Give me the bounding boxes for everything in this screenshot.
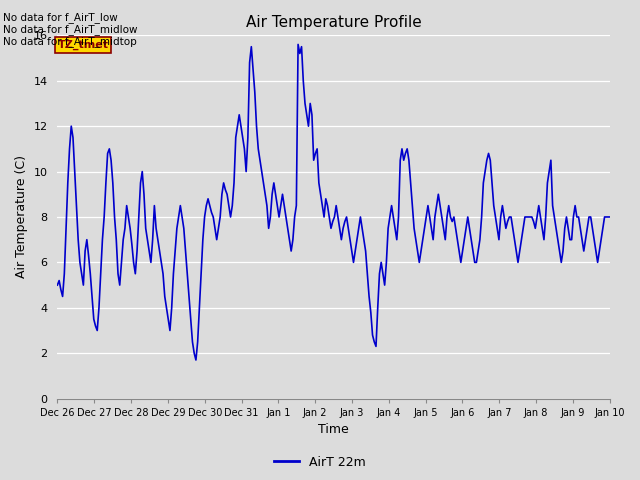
- Text: No data for f_AirT_midlow: No data for f_AirT_midlow: [3, 24, 138, 35]
- Title: Air Temperature Profile: Air Temperature Profile: [246, 15, 422, 30]
- Y-axis label: Air Temperature (C): Air Temperature (C): [15, 156, 28, 278]
- X-axis label: Time: Time: [318, 423, 349, 436]
- Legend: AirT 22m: AirT 22m: [269, 451, 371, 474]
- Text: TZ_tmet: TZ_tmet: [58, 40, 108, 50]
- Text: No data for f_AirT_low: No data for f_AirT_low: [3, 12, 118, 23]
- Text: No data for f_AirT_midtop: No data for f_AirT_midtop: [3, 36, 137, 47]
